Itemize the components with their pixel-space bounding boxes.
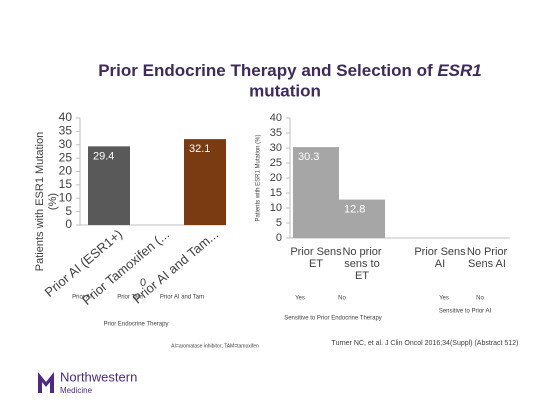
title-part: ESR1 xyxy=(437,61,481,80)
bar xyxy=(293,147,339,238)
citation: Turner NC, et al. J Clin Oncol 2016;34(S… xyxy=(332,340,519,347)
title: Prior Endocrine Therapy and Selection of… xyxy=(98,61,482,80)
value-label: 0 xyxy=(140,277,146,289)
value-label: 32.1 xyxy=(189,143,210,155)
bar xyxy=(88,146,130,225)
y-tick-label: 5 xyxy=(276,217,282,229)
logo: Northwestern Medicine xyxy=(38,369,137,395)
y-axis-label: (%) xyxy=(47,193,59,210)
y-tick-label: 5 xyxy=(65,204,72,218)
logo-text: Medicine xyxy=(60,386,93,395)
y-tick-label: 25 xyxy=(270,157,282,169)
footnote: AI=aromatase inhibitor; TAM=tamoxifen xyxy=(171,343,259,349)
annotation: Prior AI xyxy=(72,295,92,301)
y-tick-label: 30 xyxy=(270,142,282,154)
y-axis-label: Patients with ESR1 Mutation xyxy=(34,132,46,271)
x-tick-label-box: No Prior Sens AI xyxy=(466,246,508,270)
annotation: Sensitive to Prior Endocrine Therapy xyxy=(284,316,382,322)
value-label: 30.3 xyxy=(298,151,319,163)
logo-icon xyxy=(38,372,54,393)
x-tick-label-box: Prior Sens ET xyxy=(290,246,342,270)
value-label: 29.4 xyxy=(93,150,114,162)
bar xyxy=(184,139,226,225)
annotation: No xyxy=(476,296,484,302)
x-tick-label: No prior sens to ET xyxy=(342,246,382,282)
y-tick-label: 15 xyxy=(59,177,73,191)
title-line2: mutation xyxy=(249,81,321,100)
x-tick-label-box: No prior sens to ET xyxy=(342,246,382,282)
annotation: Prior Tam xyxy=(117,295,143,301)
x-tick-label: Prior Sens ET xyxy=(290,246,342,270)
x-tick-label-box: Prior Sens AI xyxy=(414,246,466,270)
y-tick-label: 35 xyxy=(270,127,282,139)
y-tick-label: 30 xyxy=(59,137,73,151)
y-tick-label: 20 xyxy=(270,172,282,184)
annotation: Sensitive to Prior AI xyxy=(439,309,492,315)
logo-text: Northwestern xyxy=(60,369,137,384)
title-part: Prior Endocrine Therapy and Selection of xyxy=(98,61,437,80)
y-tick-label: 35 xyxy=(59,124,73,138)
annotation: Yes xyxy=(439,296,449,302)
y-tick-label: 0 xyxy=(276,232,282,244)
x-tick-label: Prior Sens AI xyxy=(414,246,466,270)
y-tick-label: 10 xyxy=(59,190,73,204)
y-axis-label: Patients with ESR1 Mutation (%) xyxy=(256,134,262,221)
y-tick-label: 40 xyxy=(270,112,282,124)
annotation: Prior AI and Tam xyxy=(160,295,204,301)
value-label: 12.8 xyxy=(344,204,365,216)
y-tick-label: 10 xyxy=(270,202,282,214)
y-tick-label: 0 xyxy=(65,217,72,231)
y-tick-label: 25 xyxy=(59,150,73,164)
bar xyxy=(339,199,385,238)
y-tick-label: 40 xyxy=(59,110,73,124)
x-tick-label: No Prior Sens AI xyxy=(466,246,508,270)
annotation: Prior Endocrine Therapy xyxy=(104,322,169,328)
annotation: No xyxy=(338,296,346,302)
annotation: Yes xyxy=(295,296,305,302)
y-tick-label: 15 xyxy=(270,187,282,199)
y-tick-label: 20 xyxy=(59,164,73,178)
